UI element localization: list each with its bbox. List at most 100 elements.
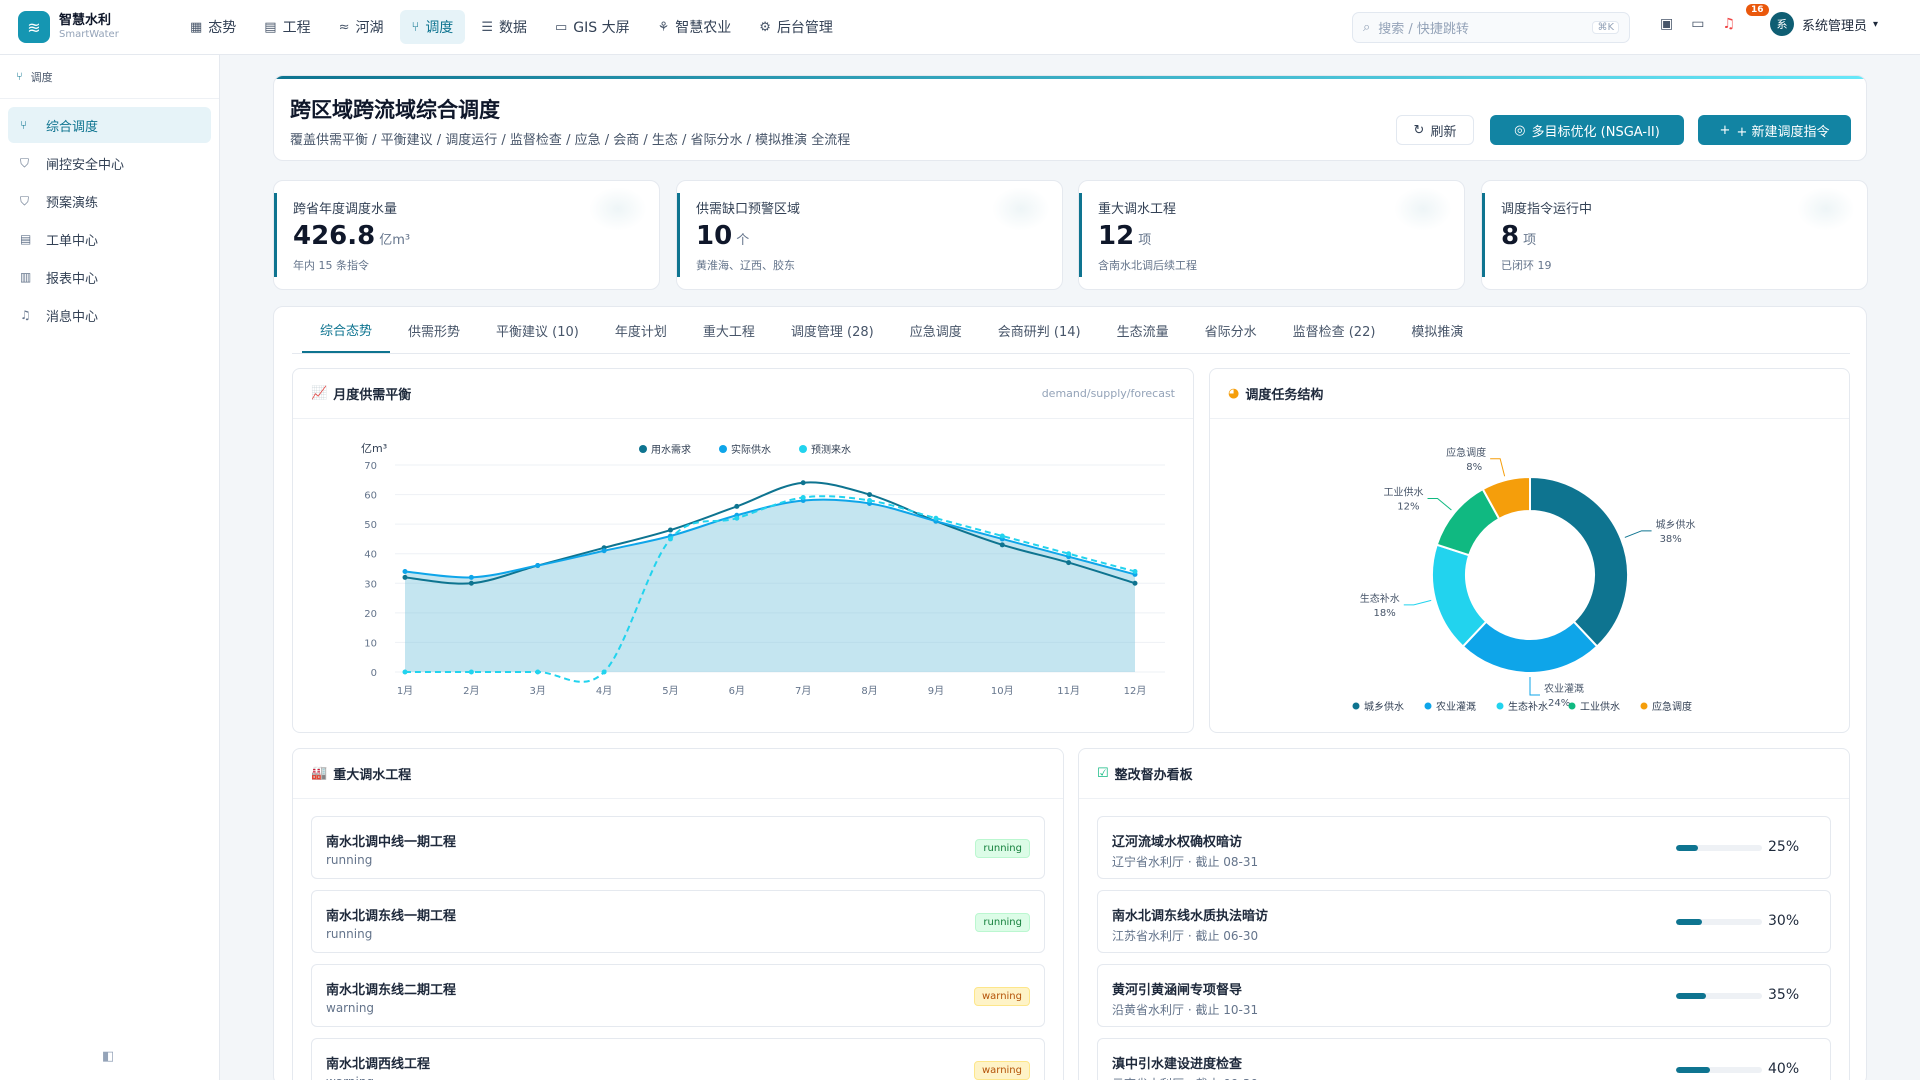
pie-slice[interactable] bbox=[1481, 475, 1531, 521]
status-badge: warning bbox=[973, 987, 1030, 1006]
rectify-item[interactable]: 黄河引黄涵闸专项督导 沿黄省水利厅 · 截止 10-31 35% bbox=[1097, 964, 1831, 1027]
data-point bbox=[468, 669, 474, 675]
supply-demand-chart: 亿m³ 0 10 20 30 40 50 60 70 1月 2月 3月 4月 5月 6月 7月 8月 9月 10月 1… bbox=[361, 442, 1165, 697]
gear-icon: ⚙ bbox=[759, 19, 771, 35]
brand-logo[interactable]: ≋ 智慧水利 SmartWater bbox=[18, 11, 168, 43]
data-point bbox=[667, 536, 673, 542]
project-status-text: running bbox=[326, 853, 373, 867]
tab-9[interactable]: 省际分水 bbox=[1204, 324, 1257, 340]
tab-2[interactable]: 平衡建议 (10) bbox=[496, 324, 579, 340]
optimize-button[interactable]: ◎ 多目标优化 (NSGA-II) bbox=[1490, 115, 1684, 145]
data-point bbox=[468, 574, 474, 580]
pie-slice[interactable] bbox=[1431, 543, 1488, 648]
brand-sub: SmartWater bbox=[59, 28, 119, 40]
legend-label: 生态补水 bbox=[1508, 700, 1548, 713]
card-title: 调度任务结构 bbox=[1245, 388, 1324, 403]
rectify-org: 沿黄省水利厅 · 截止 10-31 bbox=[1112, 1003, 1259, 1017]
data-point bbox=[867, 492, 873, 498]
sidebar-item-gate-safety[interactable]: ⛉ 闸控安全中心 bbox=[20, 155, 125, 173]
project-name: 南水北调西线工程 bbox=[326, 1057, 431, 1072]
stat-value: 12 项 bbox=[1098, 221, 1152, 251]
calendar-icon[interactable]: ▣ bbox=[1660, 16, 1674, 32]
rectify-item[interactable]: 辽河流域水权确权暗访 辽宁省水利厅 · 截止 08-31 25% bbox=[1097, 816, 1831, 879]
data-point bbox=[535, 669, 541, 675]
sidebar-item-reports[interactable]: ▥ 报表中心 bbox=[20, 270, 99, 287]
stat-label: 供需缺口预警区域 bbox=[696, 202, 801, 217]
data-point bbox=[1132, 580, 1138, 586]
main-nav: ▦ 态势 ▤ 工程 ≈ 河湖 ⑂ 调度 ☰ 数据 ▭ GIS 大屏 ⚘ 智慧农业 ⚙ 后台管理 bbox=[178, 10, 845, 44]
screen-icon[interactable]: ▭ bbox=[1691, 16, 1705, 32]
tab-3[interactable]: 年度计划 bbox=[614, 324, 667, 340]
database-icon: ☰ bbox=[481, 19, 493, 35]
nav-item-dispatch[interactable]: ⑂ 调度 bbox=[399, 10, 466, 44]
legend-label: 工业供水 bbox=[1580, 700, 1620, 713]
tab-4[interactable]: 重大工程 bbox=[702, 324, 755, 340]
y-tick-label: 40 bbox=[364, 550, 377, 561]
sidebar-item-drill[interactable]: ⛉ 预案演练 bbox=[20, 193, 99, 211]
sidebar-item-workorder[interactable]: ▤ 工单中心 bbox=[20, 232, 99, 249]
new-dispatch-button[interactable]: + + 新建调度指令 bbox=[1698, 115, 1851, 145]
pie-slice[interactable] bbox=[1529, 475, 1629, 648]
search-placeholder: 搜索 / 快捷跳转 bbox=[1378, 22, 1469, 37]
refresh-button[interactable]: ↻ 刷新 bbox=[1396, 115, 1474, 145]
rectify-org: 云南省水利厅 · 截止 09-30 bbox=[1112, 1075, 1258, 1080]
stat-note: 黄淮海、辽西、胶东 bbox=[696, 259, 795, 272]
water-logo-icon: ≋ bbox=[18, 11, 50, 43]
rectify-name: 南水北调东线水质执法暗访 bbox=[1112, 909, 1269, 924]
sidebar-item-dispatch[interactable]: ⑂ 综合调度 bbox=[8, 107, 211, 143]
y-tick-label: 10 bbox=[364, 638, 377, 649]
tab-0[interactable]: 综合态势 bbox=[302, 307, 391, 353]
page-header: 跨区域跨流域综合调度 覆盖供需平衡 / 平衡建议 / 调度运行 / 监督检查 /… bbox=[273, 75, 1867, 161]
legend-label: 应急调度 bbox=[1652, 700, 1692, 713]
chart-icon: 📈 bbox=[311, 386, 328, 401]
nav-item-projects[interactable]: ▤ 工程 bbox=[264, 19, 311, 37]
progress-bar bbox=[1676, 919, 1762, 925]
nav-item-agriculture[interactable]: ⚘ 智慧农业 bbox=[657, 19, 732, 37]
data-point bbox=[800, 495, 806, 501]
project-item[interactable]: 南水北调东线一期工程 running running bbox=[311, 890, 1045, 953]
tab-11[interactable]: 模拟推演 bbox=[1411, 324, 1464, 340]
x-tick-label: 1月 bbox=[397, 685, 413, 697]
label-leader bbox=[1427, 498, 1452, 511]
decor-blob bbox=[1394, 187, 1452, 231]
legend-dot bbox=[799, 445, 807, 453]
tab-7[interactable]: 会商研判 (14) bbox=[997, 324, 1081, 340]
nav-item-overview[interactable]: ▦ 态势 bbox=[190, 19, 237, 37]
search-input[interactable]: ⌕ 搜索 / 快捷跳转 ⌘K bbox=[1352, 12, 1630, 43]
nav-item-gis[interactable]: ▭ GIS 大屏 bbox=[554, 19, 630, 37]
pie-slice[interactable] bbox=[1461, 620, 1599, 674]
project-item[interactable]: 南水北调西线工程 warning warning bbox=[311, 1038, 1045, 1080]
tab-1[interactable]: 供需形势 bbox=[408, 324, 461, 340]
data-point bbox=[933, 515, 939, 521]
progress-fill bbox=[1676, 1067, 1711, 1073]
project-item[interactable]: 南水北调东线二期工程 warning warning bbox=[311, 964, 1045, 1027]
legend-dot bbox=[1424, 702, 1432, 710]
legend-dot bbox=[1640, 702, 1648, 710]
y-tick-label: 60 bbox=[364, 491, 377, 502]
project-item[interactable]: 南水北调中线一期工程 running running bbox=[311, 816, 1045, 879]
nav-item-admin[interactable]: ⚙ 后台管理 bbox=[759, 19, 833, 37]
project-name: 南水北调东线二期工程 bbox=[326, 983, 457, 998]
sidebar-header: ⑂ 调度 bbox=[0, 55, 219, 99]
search-icon: ⌕ bbox=[1363, 20, 1371, 35]
rectify-item[interactable]: 滇中引水建设进度检查云南省水利厅 · 截止 09-30 40% bbox=[1097, 1038, 1831, 1080]
tab-6[interactable]: 应急调度 bbox=[909, 324, 962, 340]
user-menu[interactable]: 系 系统管理员 ▾ bbox=[1770, 12, 1878, 36]
building-icon: ▤ bbox=[264, 19, 277, 35]
wave-icon: ≈ bbox=[338, 19, 350, 35]
nav-item-data[interactable]: ☰ 数据 bbox=[481, 19, 527, 37]
tab-10[interactable]: 监督检查 (22) bbox=[1292, 324, 1376, 340]
collapse-sidebar-icon[interactable]: ◧ bbox=[102, 1049, 115, 1064]
tab-8[interactable]: 生态流量 bbox=[1116, 324, 1169, 340]
rectify-item[interactable]: 南水北调东线水质执法暗访 江苏省水利厅 · 截止 06-30 30% bbox=[1097, 890, 1831, 953]
tab-5[interactable]: 调度管理 (28) bbox=[790, 324, 874, 340]
stat-label: 重大调水工程 bbox=[1098, 202, 1177, 217]
data-point bbox=[402, 568, 408, 574]
sidebar-item-messages[interactable]: ♫ 消息中心 bbox=[20, 308, 99, 325]
nav-item-rivers[interactable]: ≈ 河湖 bbox=[338, 19, 384, 37]
plus-icon: + bbox=[1719, 122, 1731, 138]
project-status-text: warning bbox=[326, 1001, 375, 1015]
data-point bbox=[535, 563, 541, 569]
y-axis-label: 亿m³ bbox=[361, 442, 387, 455]
bell-icon[interactable]: ♫ bbox=[1722, 16, 1736, 32]
